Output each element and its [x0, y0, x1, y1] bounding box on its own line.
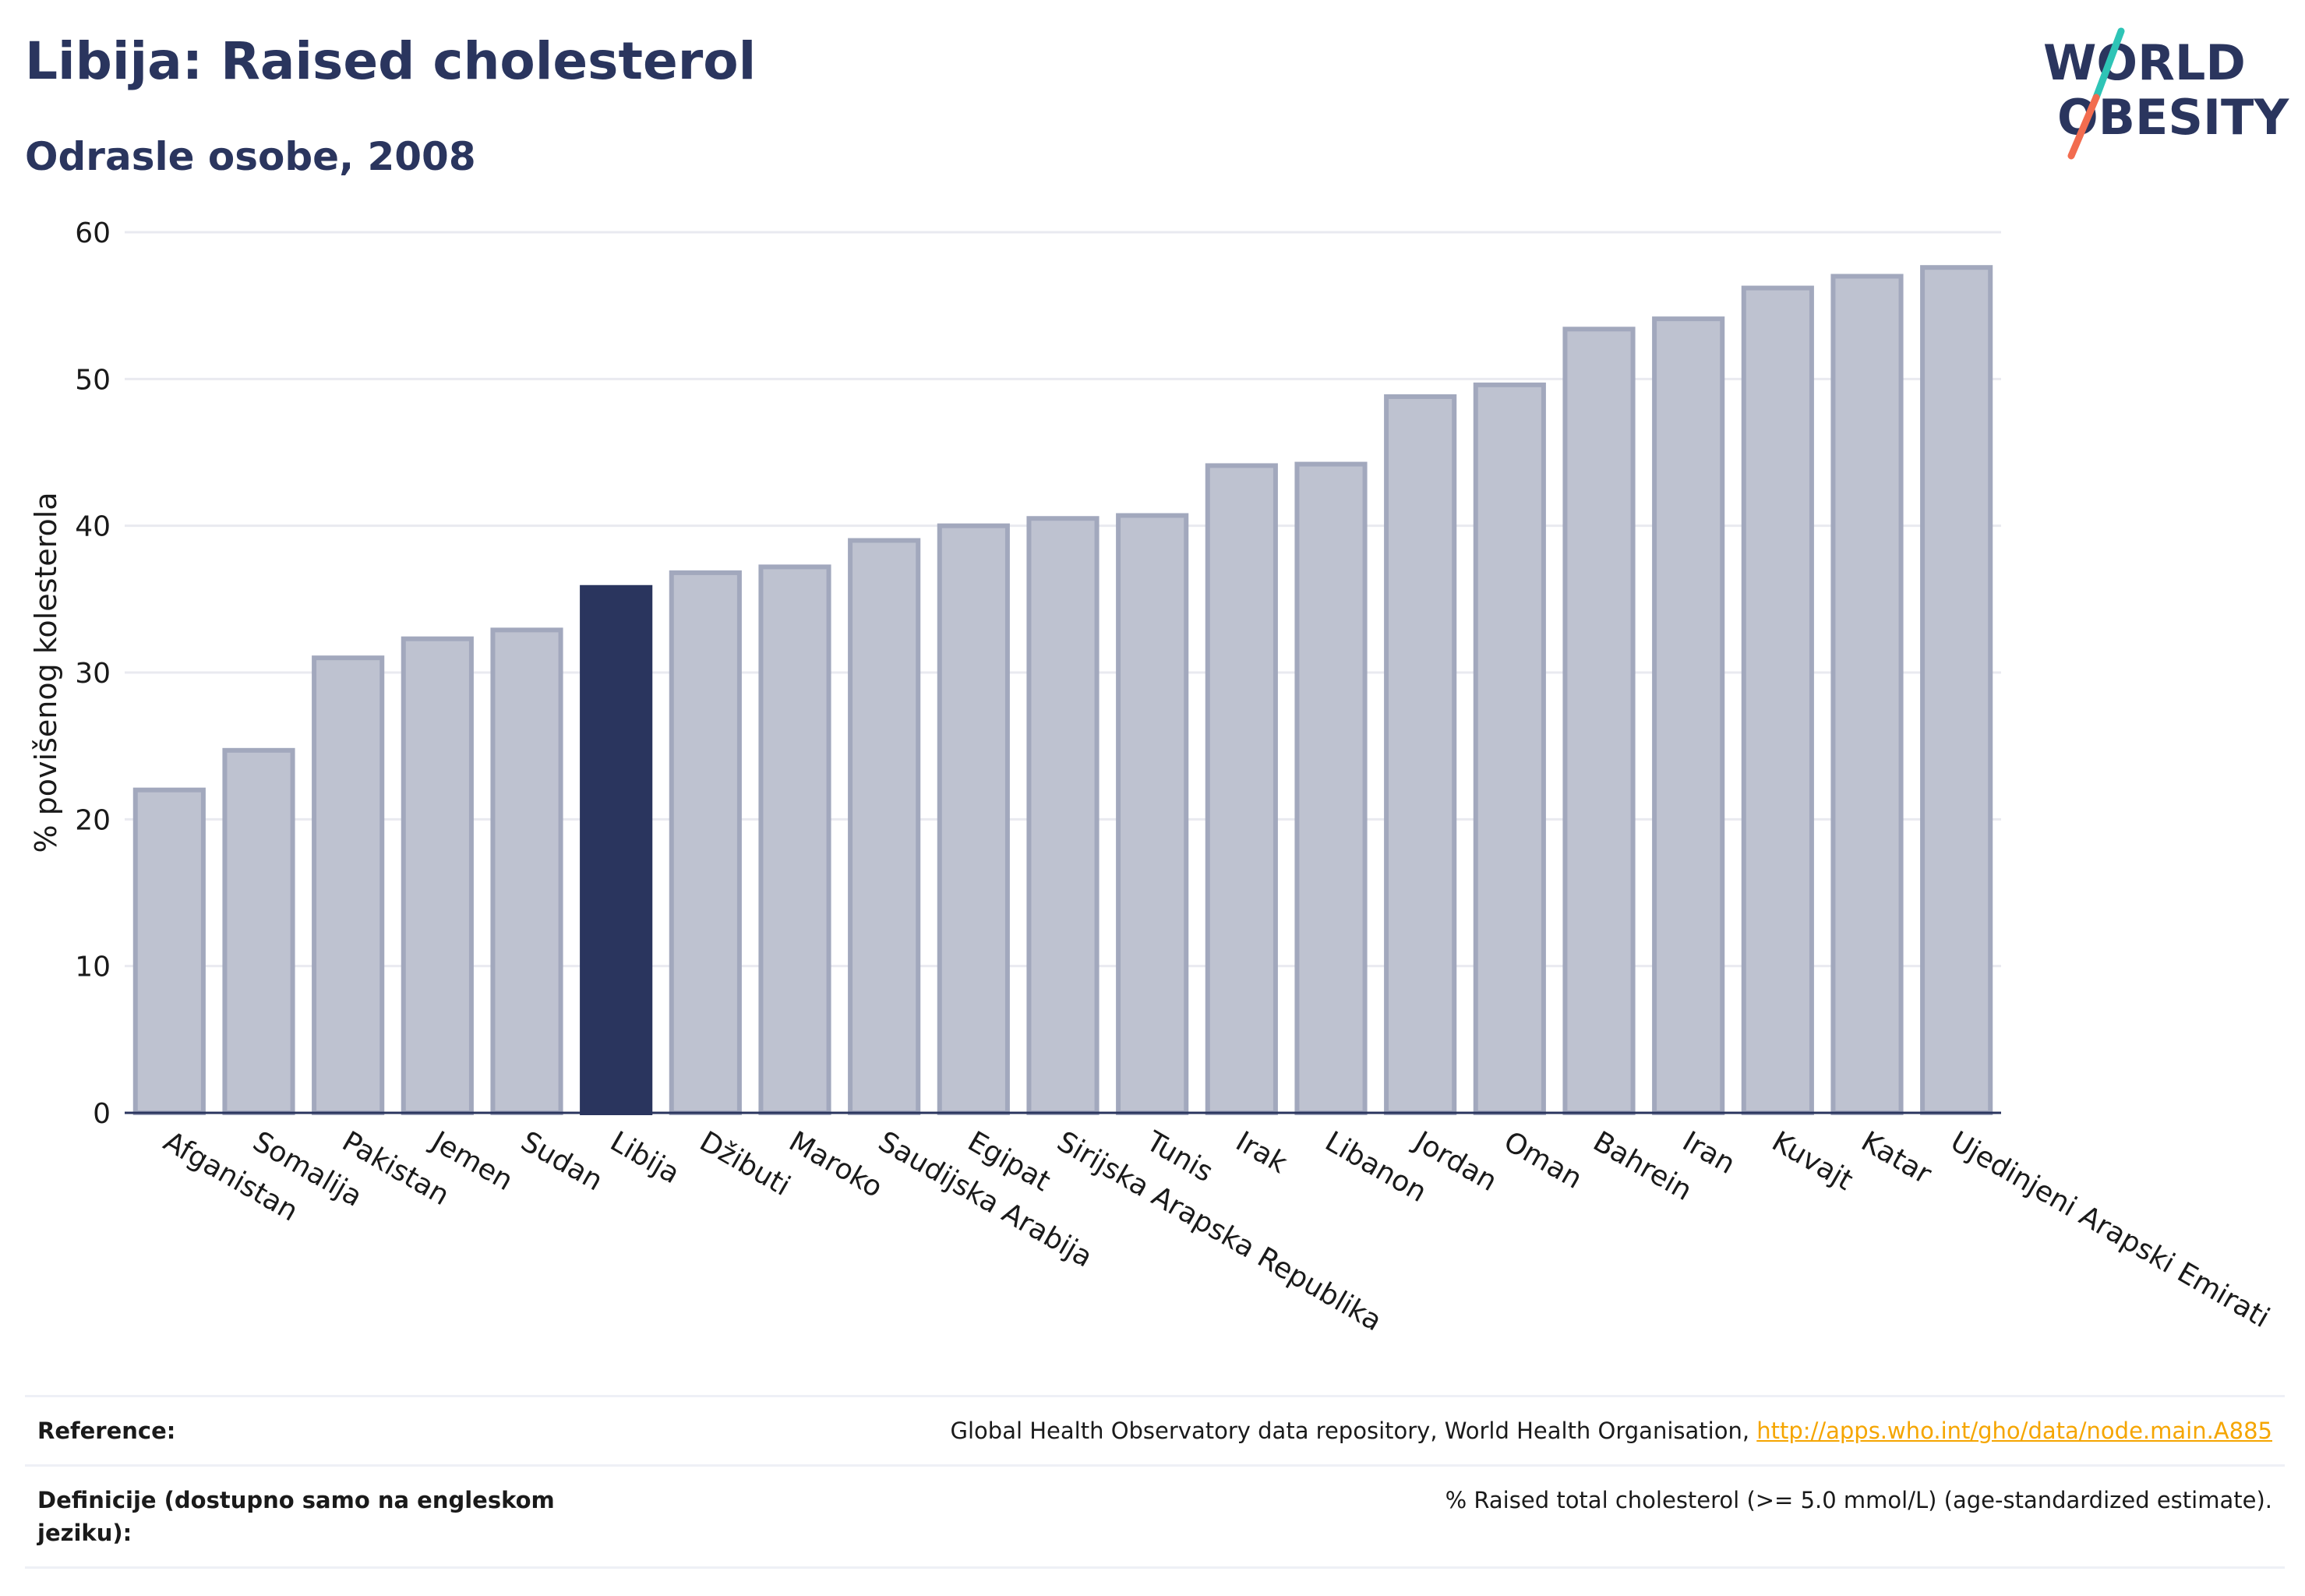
y-tick-label: 40	[75, 511, 111, 543]
y-tick-label: 20	[75, 804, 111, 836]
reference-value: Global Health Observatory data repositor…	[951, 1414, 2272, 1447]
y-tick-label: 0	[93, 1098, 111, 1130]
x-tick-label: Kuvajt	[1767, 1125, 1858, 1197]
bar-somalija	[222, 747, 295, 1115]
x-tick-label: Katar	[1856, 1125, 1937, 1191]
logo-slash-bottom	[2067, 94, 2100, 160]
bars	[132, 265, 1993, 1116]
logo-slash-top	[2092, 27, 2125, 101]
world-obesity-logo: WORLD OBESITY	[2043, 27, 2289, 160]
x-tick-label: Libija	[605, 1125, 685, 1190]
y-tick-label: 50	[75, 364, 111, 396]
bar-oman	[1473, 382, 1546, 1116]
reference-label: Reference:	[37, 1418, 176, 1444]
bar-kuvajt	[1741, 285, 1814, 1116]
x-tick-label: Oman	[1498, 1125, 1587, 1195]
bar-ujedinjeni-arapski-emirati	[1920, 265, 1993, 1116]
x-tick-label: Ujedinjeni Arapski Emirati	[1945, 1125, 2275, 1334]
definition-row: Definicije (dostupno samo na engleskom j…	[25, 1464, 2285, 1569]
bar-tunis	[1116, 513, 1189, 1115]
y-tick-label: 60	[75, 217, 111, 249]
definition-value: % Raised total cholesterol (>= 5.0 mmol/…	[1445, 1487, 2272, 1513]
bar-chart: 0 10 20 30 40 50 60 AfganistanSomalijaPakistan…	[29, 217, 2275, 1337]
bar-sudan	[490, 627, 563, 1115]
bar-iran	[1652, 316, 1725, 1116]
bar-sirijska-arapska-republika	[1026, 516, 1100, 1115]
bar-egipat	[937, 523, 1010, 1115]
bar-pakistan	[312, 655, 385, 1115]
reference-row: Reference: Global Health Observatory dat…	[25, 1395, 2285, 1464]
logo-text-world: WORLD	[2043, 34, 2246, 91]
bar-katar	[1830, 274, 1904, 1115]
y-tick-labels: 0 10 20 30 40 50 60	[75, 217, 111, 1130]
bar-maroko	[758, 564, 831, 1115]
bar-d-ibuti	[669, 570, 742, 1115]
page-subtitle: Odrasle osobe, 2008	[25, 134, 476, 179]
x-tick-label: Sudan	[516, 1125, 609, 1197]
bar-irak	[1205, 463, 1278, 1115]
bar-libanon	[1294, 461, 1368, 1115]
y-axis-label: % povišenog kolesterola	[29, 492, 63, 853]
page-title: Libija: Raised cholesterol	[25, 31, 757, 91]
bar-afganistan	[132, 787, 206, 1116]
reference-text: Global Health Observatory data repositor…	[950, 1418, 1757, 1444]
x-tick-labels: AfganistanSomalijaPakistanJemenSudanLibi…	[158, 1125, 2275, 1337]
bar-jemen	[401, 636, 474, 1115]
y-tick-label: 30	[75, 658, 111, 690]
x-tick-label: Irak	[1230, 1125, 1293, 1180]
bar-jordan	[1384, 394, 1457, 1115]
y-tick-label: 10	[75, 952, 111, 983]
reference-link[interactable]: http://apps.who.int/gho/data/node.main.A…	[1756, 1418, 2272, 1444]
x-tick-label: Džibuti	[694, 1125, 796, 1202]
x-tick-label: Libanon	[1320, 1125, 1432, 1209]
x-tick-label: Iran	[1677, 1125, 1740, 1181]
x-tick-label: Maroko	[784, 1125, 888, 1204]
x-tick-label: Bahrein	[1588, 1125, 1697, 1207]
definition-label: Definicije (dostupno samo na engleskom j…	[37, 1487, 555, 1546]
bar-bahrein	[1562, 327, 1636, 1115]
bar-saudijska-arabija	[848, 538, 921, 1115]
bar-libija	[580, 584, 653, 1115]
reference-table: Reference: Global Health Observatory dat…	[25, 1395, 2285, 1569]
